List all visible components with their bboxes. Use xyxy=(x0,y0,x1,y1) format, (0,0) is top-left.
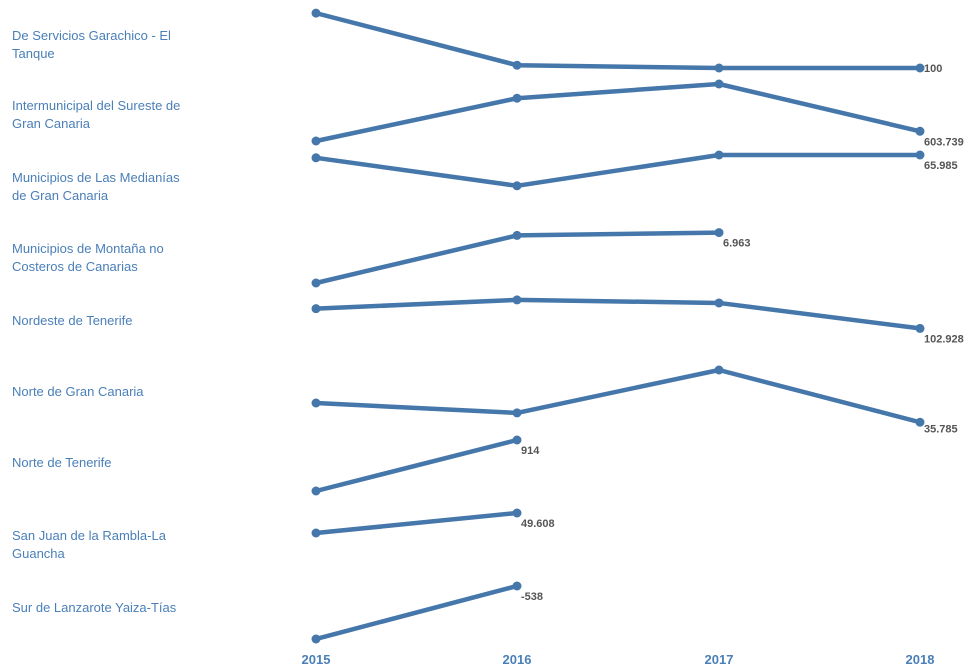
x-tick-label: 2015 xyxy=(302,652,331,667)
data-point xyxy=(915,323,925,333)
row-label: Municipios de Montaña no Costeros de Cana… xyxy=(12,241,164,274)
series-line xyxy=(313,367,923,425)
x-axis: 2015 2016 2017 2018 xyxy=(302,652,935,667)
data-point xyxy=(714,228,724,238)
row-label: San Juan de la Rambla-La Guancha xyxy=(12,528,167,561)
data-label: 6.963 xyxy=(723,238,751,250)
data-point xyxy=(311,8,321,18)
x-tick-label: 2016 xyxy=(503,652,532,667)
series-line xyxy=(313,81,923,144)
series-line xyxy=(313,583,520,642)
series-lines xyxy=(311,8,925,644)
data-point xyxy=(311,278,321,288)
row-label: Intermunicipal del Sureste de Gran Canari… xyxy=(12,98,180,131)
data-point xyxy=(915,63,925,73)
data-point xyxy=(311,486,321,496)
series-line xyxy=(313,297,923,331)
data-point xyxy=(311,528,321,538)
data-point xyxy=(512,435,522,445)
row-label: De Servicios Garachico - El Tanque xyxy=(12,28,171,61)
data-point xyxy=(512,60,522,70)
data-point xyxy=(512,581,522,591)
data-label: 35.785 xyxy=(924,423,958,435)
data-point xyxy=(915,150,925,160)
data-point xyxy=(311,634,321,644)
data-point xyxy=(512,508,522,518)
data-label: 100 xyxy=(924,63,942,75)
data-point xyxy=(512,93,522,103)
data-point xyxy=(311,153,321,163)
data-label: 65.985 xyxy=(924,160,958,172)
row-labels: De Servicios Garachico - El Tanque Intermu… xyxy=(12,28,180,615)
data-point xyxy=(714,79,724,89)
series-line xyxy=(313,152,923,189)
series-line xyxy=(313,437,520,494)
series-line xyxy=(313,230,722,286)
data-point xyxy=(714,150,724,160)
data-point xyxy=(512,295,522,305)
data-point xyxy=(512,230,522,240)
row-label: Norte de Gran Canaria xyxy=(12,384,144,399)
data-point xyxy=(714,365,724,375)
series-line xyxy=(313,10,923,71)
data-point xyxy=(714,298,724,308)
x-tick-label: 2017 xyxy=(705,652,734,667)
data-point xyxy=(915,126,925,136)
data-point xyxy=(512,181,522,191)
series-line xyxy=(313,510,520,536)
data-label: 914 xyxy=(521,445,540,457)
row-label: Nordeste de Tenerife xyxy=(12,313,132,328)
data-point xyxy=(915,417,925,427)
row-label: Municipios de Las Medianías de Gran Canar… xyxy=(12,170,180,203)
data-label: 49.608 xyxy=(521,518,555,530)
row-label: Norte de Tenerife xyxy=(12,455,112,470)
x-tick-label: 2018 xyxy=(906,652,935,667)
data-label: 102.928 xyxy=(924,333,964,345)
data-point xyxy=(714,63,724,73)
data-label: 603.739 xyxy=(924,136,964,148)
data-point xyxy=(311,136,321,146)
data-label: -538 xyxy=(521,591,543,603)
data-point xyxy=(512,408,522,418)
data-point xyxy=(311,398,321,408)
data-point xyxy=(311,304,321,314)
row-label: Sur de Lanzarote Yaiza-Tías xyxy=(12,600,177,615)
data-labels: 100 603.739 65.985 6.963 102.928 35.785 914 49.… xyxy=(521,63,964,603)
